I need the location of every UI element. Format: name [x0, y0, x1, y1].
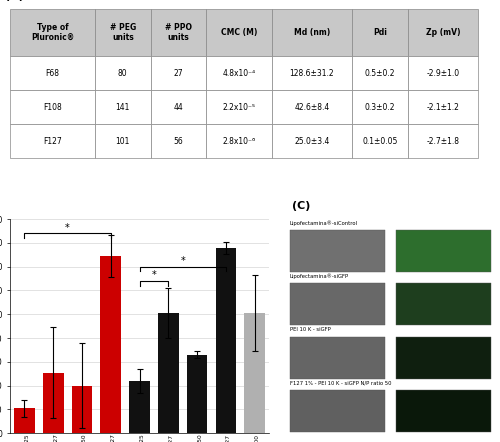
Bar — [206, 56, 272, 90]
Bar — [10, 90, 95, 124]
Bar — [290, 230, 385, 271]
Bar — [408, 9, 478, 56]
Text: Lipofectamina®-siGFP: Lipofectamina®-siGFP — [290, 274, 349, 279]
Bar — [10, 9, 95, 56]
Bar — [150, 56, 206, 90]
Bar — [95, 124, 150, 158]
Bar — [206, 90, 272, 124]
Bar — [408, 124, 478, 158]
Text: 2.2x10⁻⁵: 2.2x10⁻⁵ — [222, 103, 256, 112]
Bar — [43, 373, 64, 433]
Text: 128.6±31.2: 128.6±31.2 — [290, 69, 334, 78]
Text: # PPO
units: # PPO units — [165, 23, 192, 42]
Bar — [272, 9, 352, 56]
Text: Zp (mV): Zp (mV) — [426, 28, 460, 37]
Text: (A): (A) — [5, 0, 24, 1]
Text: PEI 10 K - siGFP: PEI 10 K - siGFP — [290, 327, 331, 332]
Text: -2.1±1.2: -2.1±1.2 — [426, 103, 460, 112]
Text: CMC (M): CMC (M) — [221, 28, 258, 37]
Bar — [216, 248, 236, 433]
Bar — [10, 124, 95, 158]
Text: 141: 141 — [116, 103, 130, 112]
Bar — [95, 56, 150, 90]
Text: *: * — [180, 256, 185, 266]
Bar — [396, 283, 491, 325]
Text: (C): (C) — [292, 201, 310, 210]
Text: 2.8x10⁻⁶: 2.8x10⁻⁶ — [222, 137, 256, 146]
Bar — [396, 230, 491, 271]
Bar — [408, 56, 478, 90]
Text: Pdi: Pdi — [373, 28, 387, 37]
Bar — [95, 9, 150, 56]
Bar — [352, 90, 408, 124]
Text: Md (nm): Md (nm) — [294, 28, 330, 37]
Bar — [396, 390, 491, 432]
Bar — [352, 124, 408, 158]
Bar — [187, 354, 208, 433]
Text: 4.8x10⁻⁴: 4.8x10⁻⁴ — [222, 69, 256, 78]
Text: 80: 80 — [118, 69, 128, 78]
Bar — [272, 56, 352, 90]
Bar — [352, 56, 408, 90]
Bar — [396, 337, 491, 379]
Text: 0.3±0.2: 0.3±0.2 — [364, 103, 395, 112]
Bar — [100, 256, 121, 433]
Text: *: * — [65, 223, 70, 233]
Bar — [72, 385, 92, 433]
Text: 25.0±3.4: 25.0±3.4 — [294, 137, 330, 146]
Bar — [150, 9, 206, 56]
Text: Lipofectamina®-siControl: Lipofectamina®-siControl — [290, 220, 358, 226]
Text: F108: F108 — [43, 103, 62, 112]
Bar — [129, 381, 150, 433]
Text: 0.5±0.2: 0.5±0.2 — [364, 69, 395, 78]
Bar — [290, 337, 385, 379]
Bar — [352, 9, 408, 56]
Bar — [206, 124, 272, 158]
Bar — [244, 313, 265, 433]
Bar — [272, 124, 352, 158]
Bar — [206, 9, 272, 56]
Bar — [272, 90, 352, 124]
Text: -2.9±1.0: -2.9±1.0 — [426, 69, 460, 78]
Text: 0.1±0.05: 0.1±0.05 — [362, 137, 398, 146]
Text: F127: F127 — [43, 137, 62, 146]
Bar — [408, 90, 478, 124]
Bar — [14, 408, 35, 433]
Text: *: * — [152, 271, 156, 280]
Text: 56: 56 — [174, 137, 184, 146]
Text: 27: 27 — [174, 69, 184, 78]
Text: F68: F68 — [46, 69, 60, 78]
Bar — [95, 90, 150, 124]
Text: 101: 101 — [116, 137, 130, 146]
Text: Type of
Pluronic®: Type of Pluronic® — [31, 23, 74, 42]
Bar — [10, 56, 95, 90]
Bar — [290, 390, 385, 432]
Text: # PEG
units: # PEG units — [110, 23, 136, 42]
Text: 44: 44 — [174, 103, 184, 112]
Text: 42.6±8.4: 42.6±8.4 — [294, 103, 330, 112]
Bar — [158, 313, 178, 433]
Bar — [150, 124, 206, 158]
Text: -2.7±1.8: -2.7±1.8 — [426, 137, 460, 146]
Bar — [290, 283, 385, 325]
Bar — [150, 90, 206, 124]
Text: F127 1% - PEI 10 K - siGFP N/P ratio 50: F127 1% - PEI 10 K - siGFP N/P ratio 50 — [290, 381, 392, 386]
